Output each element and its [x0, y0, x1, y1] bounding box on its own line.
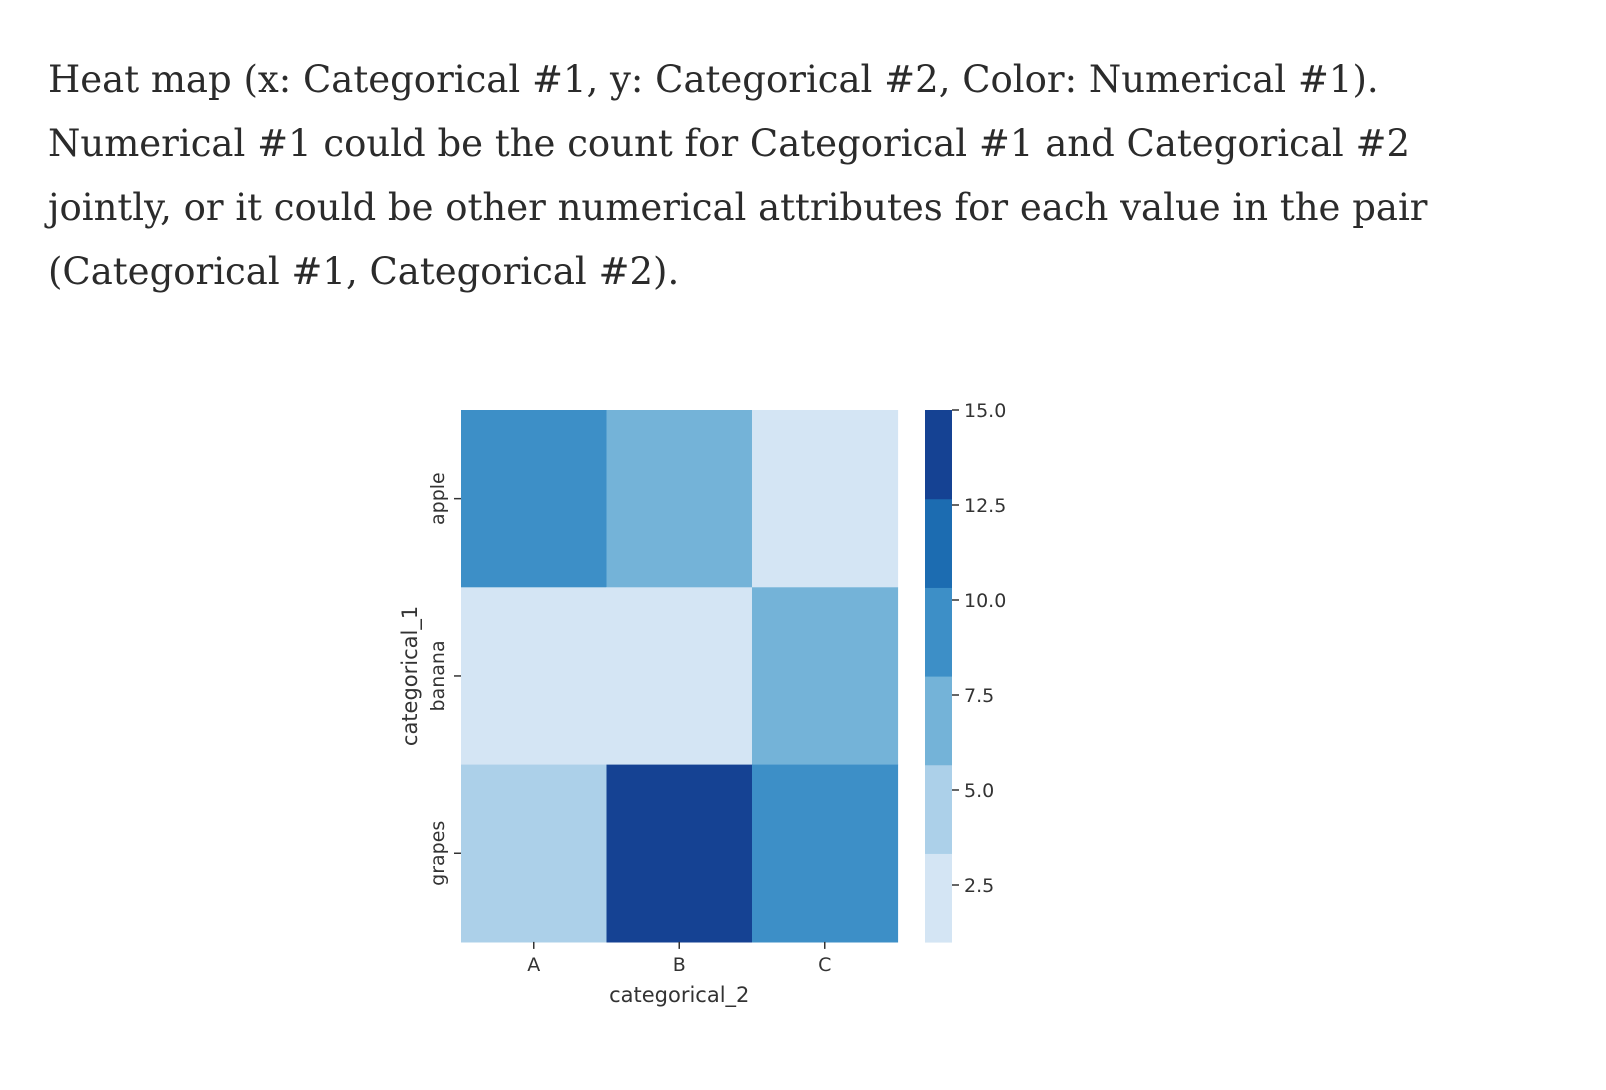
colorbar-tick-label: 5.0 — [964, 780, 994, 802]
x-tick-label-C: C — [818, 954, 831, 976]
colorbar-tick-label: 2.5 — [964, 875, 994, 897]
y-axis-ticks: apple banana grapes — [427, 472, 461, 886]
colorbar-bin-4 — [925, 498, 952, 588]
figure-caption: Heat map (x: Categorical #1, y: Categori… — [48, 58, 1428, 293]
colorbar-tick-label: 7.5 — [964, 685, 994, 707]
colorbar-bin-0 — [925, 853, 952, 943]
heatmap-cell-apple-C — [752, 410, 899, 588]
colorbar-bin-1 — [925, 764, 952, 854]
x-axis-ticks: A B C — [527, 941, 831, 976]
y-tick-label-banana: banana — [427, 640, 449, 711]
colorbar-tick-label: 15.0 — [964, 400, 1006, 422]
colorbar-bin-2 — [925, 676, 952, 766]
heatmap-cell-banana-A — [461, 587, 608, 766]
heatmap-cell-grapes-B — [606, 764, 753, 943]
heatmap-cell-apple-B — [606, 410, 753, 588]
heatmap-cell-grapes-C — [752, 764, 899, 943]
colorbar-tick-label: 12.5 — [964, 495, 1006, 517]
heatmap-cells — [461, 410, 899, 943]
heatmap-cell-apple-A — [461, 410, 608, 588]
colorbar-bin-3 — [925, 587, 952, 677]
x-tick-label-B: B — [673, 954, 686, 976]
colorbar-bin-5 — [925, 410, 952, 500]
x-tick-label-A: A — [527, 954, 540, 976]
x-axis-label: categorical_2 — [609, 983, 749, 1008]
colorbar — [925, 410, 952, 943]
colorbar-tick-label: 10.0 — [964, 590, 1006, 612]
heatmap-cell-grapes-A — [461, 764, 608, 943]
heatmap-cell-banana-B — [606, 587, 753, 766]
heatmap-cell-banana-C — [752, 587, 899, 766]
y-tick-label-grapes: grapes — [427, 821, 449, 886]
y-tick-label-apple: apple — [427, 472, 449, 525]
y-axis-label: categorical_1 — [398, 606, 423, 746]
colorbar-ticks: 2.5 5.0 7.5 10.0 12.5 15.0 — [952, 400, 1006, 897]
